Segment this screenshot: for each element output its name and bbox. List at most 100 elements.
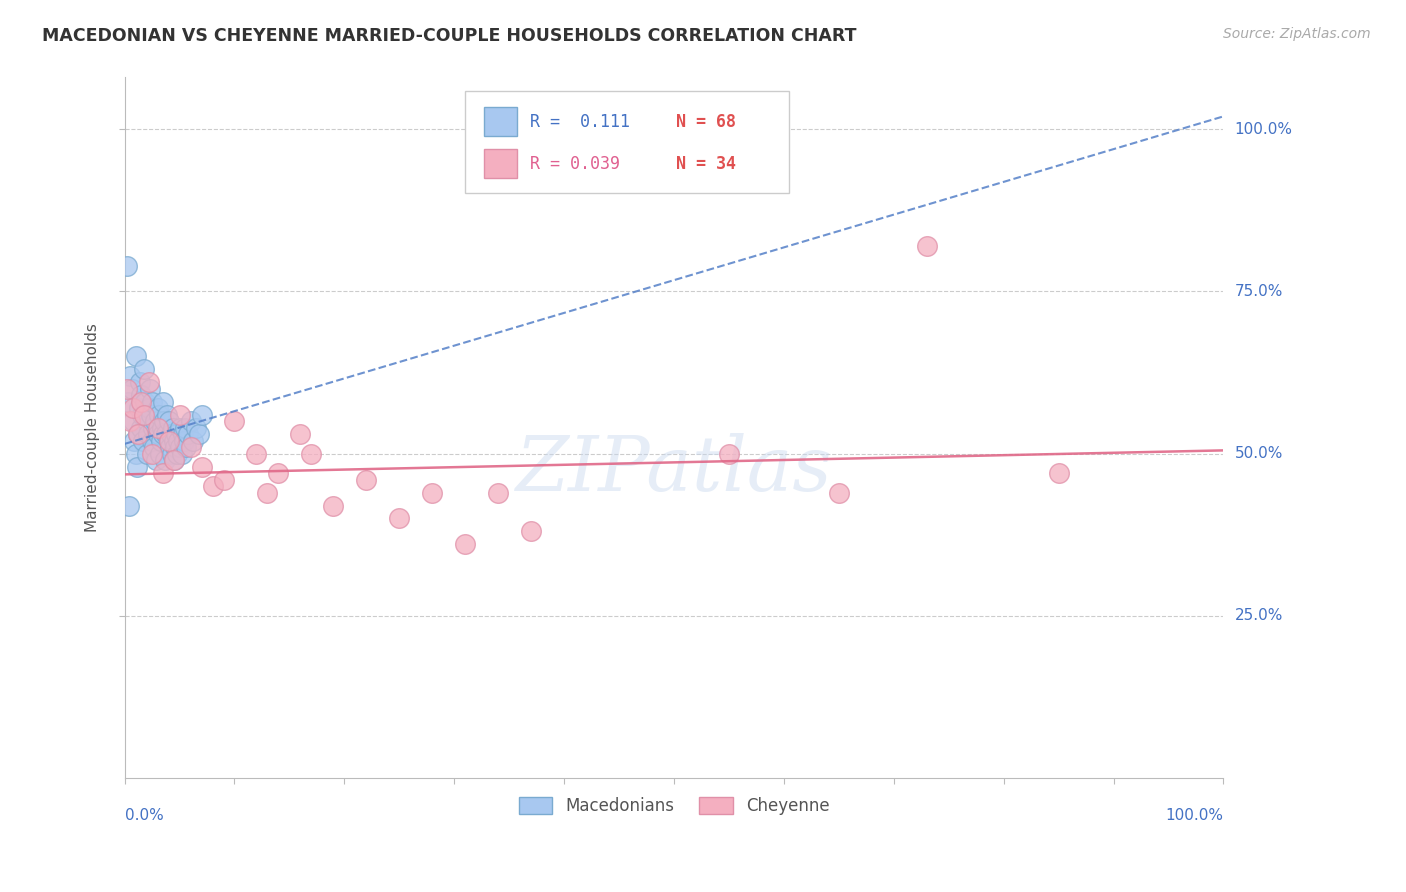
- Point: [170, 447, 193, 461]
- Point: [157, 434, 180, 448]
- Point: [162, 420, 184, 434]
- Point: [134, 408, 156, 422]
- Point: [135, 414, 157, 428]
- Point: [165, 427, 187, 442]
- Y-axis label: Married-couple Households: Married-couple Households: [86, 323, 100, 533]
- Point: [143, 440, 166, 454]
- Point: [486, 485, 509, 500]
- Text: 75.0%: 75.0%: [1234, 284, 1282, 299]
- Point: [141, 434, 163, 448]
- Point: [146, 427, 169, 442]
- Text: R = 0.039: R = 0.039: [530, 154, 620, 172]
- Point: [224, 414, 246, 428]
- Bar: [484, 149, 517, 178]
- Point: [129, 420, 152, 434]
- Point: [127, 427, 149, 442]
- Text: Source: ZipAtlas.com: Source: ZipAtlas.com: [1223, 27, 1371, 41]
- Point: [828, 485, 851, 500]
- Point: [139, 408, 162, 422]
- Point: [120, 414, 142, 428]
- Point: [188, 427, 211, 442]
- Point: [174, 440, 197, 454]
- Point: [180, 414, 202, 428]
- Point: [120, 368, 142, 383]
- Text: 100.0%: 100.0%: [1234, 122, 1292, 136]
- Point: [146, 420, 169, 434]
- Point: [190, 408, 212, 422]
- Point: [172, 427, 194, 442]
- Point: [159, 440, 181, 454]
- Point: [117, 394, 139, 409]
- Point: [127, 427, 149, 442]
- Point: [356, 473, 378, 487]
- Point: [160, 447, 183, 461]
- Point: [201, 479, 224, 493]
- Point: [245, 447, 267, 461]
- FancyBboxPatch shape: [465, 92, 789, 193]
- Point: [212, 473, 235, 487]
- Point: [141, 447, 163, 461]
- Text: ZIPatlas: ZIPatlas: [516, 433, 832, 507]
- Point: [166, 447, 188, 461]
- Point: [181, 434, 204, 448]
- Point: [152, 427, 174, 442]
- Text: R =  0.111: R = 0.111: [530, 112, 630, 130]
- Point: [267, 466, 290, 480]
- Text: N = 34: N = 34: [676, 154, 737, 172]
- Point: [115, 382, 138, 396]
- Point: [124, 447, 146, 461]
- Point: [134, 362, 156, 376]
- Point: [163, 453, 186, 467]
- Point: [129, 376, 152, 390]
- Point: [138, 401, 160, 416]
- Point: [1047, 466, 1070, 480]
- Point: [142, 420, 165, 434]
- Point: [146, 401, 169, 416]
- Point: [322, 499, 344, 513]
- Point: [454, 537, 477, 551]
- Point: [125, 459, 148, 474]
- Point: [190, 459, 212, 474]
- Point: [122, 401, 145, 416]
- Point: [135, 447, 157, 461]
- Point: [115, 259, 138, 273]
- Point: [173, 434, 195, 448]
- Point: [174, 420, 197, 434]
- Point: [118, 499, 141, 513]
- Point: [145, 453, 167, 467]
- Point: [124, 434, 146, 448]
- Point: [132, 434, 155, 448]
- Point: [159, 427, 181, 442]
- Point: [420, 485, 443, 500]
- Point: [136, 427, 159, 442]
- Point: [145, 414, 167, 428]
- Point: [299, 447, 322, 461]
- Point: [163, 434, 186, 448]
- Text: 25.0%: 25.0%: [1234, 608, 1282, 624]
- Point: [128, 401, 150, 416]
- Point: [139, 382, 162, 396]
- Point: [149, 434, 172, 448]
- Point: [157, 434, 180, 448]
- Point: [156, 408, 179, 422]
- Point: [129, 394, 152, 409]
- Point: [169, 420, 191, 434]
- Bar: [484, 107, 517, 136]
- Point: [141, 394, 163, 409]
- Point: [290, 427, 312, 442]
- Point: [520, 524, 543, 539]
- Text: 0.0%: 0.0%: [125, 808, 163, 823]
- Point: [150, 420, 173, 434]
- Point: [148, 408, 170, 422]
- Text: MACEDONIAN VS CHEYENNE MARRIED-COUPLE HOUSEHOLDS CORRELATION CHART: MACEDONIAN VS CHEYENNE MARRIED-COUPLE HO…: [42, 27, 856, 45]
- Text: 100.0%: 100.0%: [1166, 808, 1223, 823]
- Point: [152, 466, 174, 480]
- Point: [155, 453, 177, 467]
- Point: [155, 427, 177, 442]
- Point: [138, 376, 160, 390]
- Point: [134, 394, 156, 409]
- Point: [167, 434, 190, 448]
- Point: [122, 414, 145, 428]
- Point: [256, 485, 278, 500]
- Legend: Macedonians, Cheyenne: Macedonians, Cheyenne: [512, 790, 837, 822]
